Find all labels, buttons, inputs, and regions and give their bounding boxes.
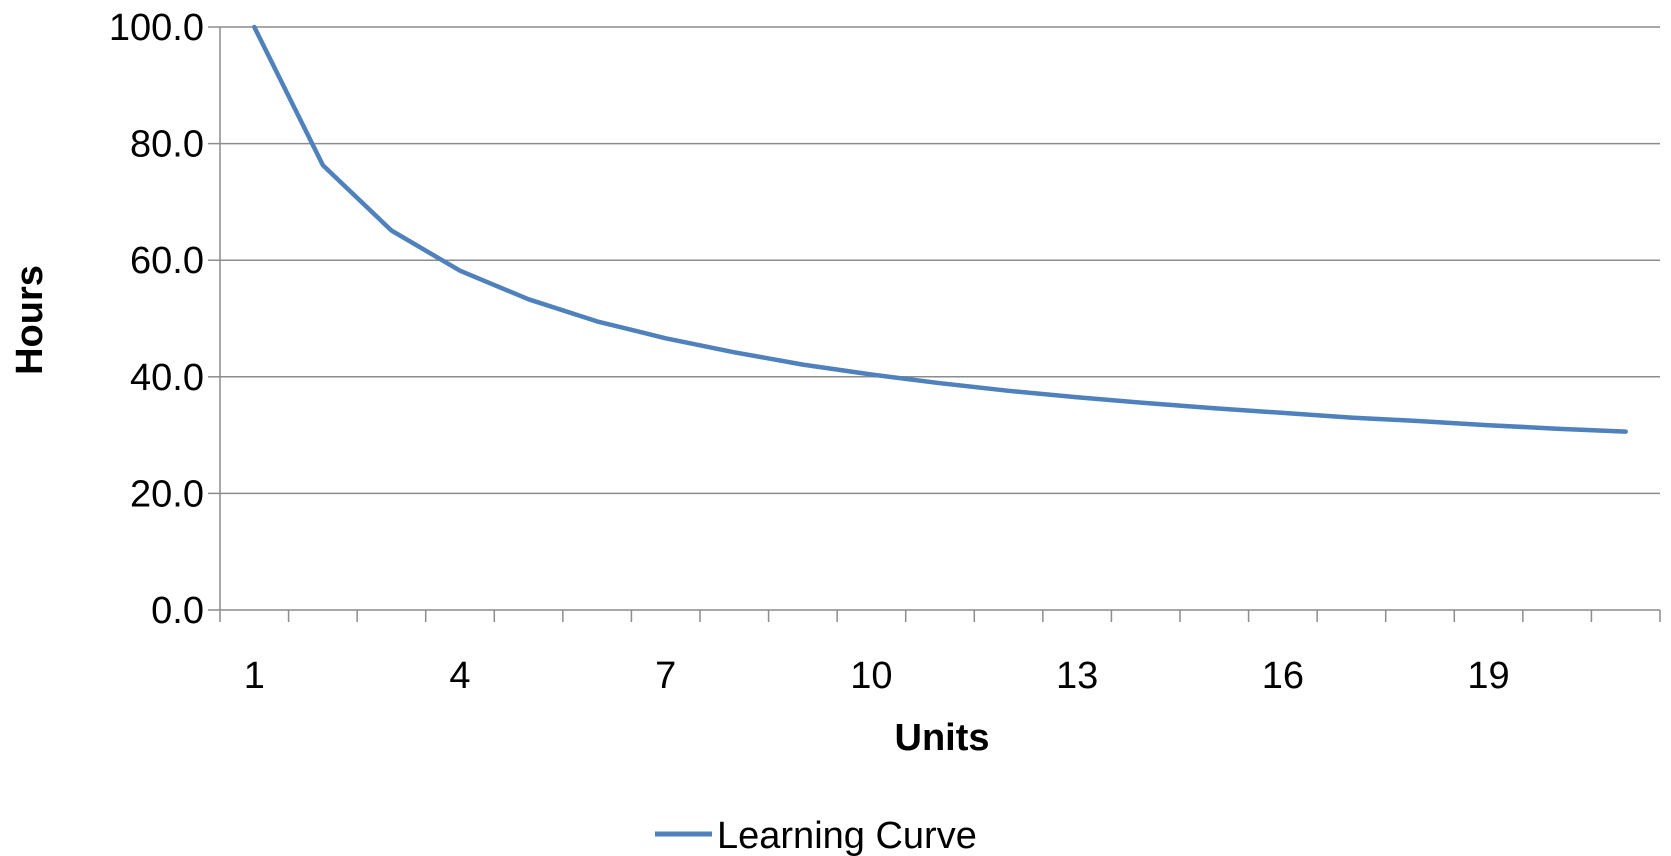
x-tick-label: 4 <box>449 655 470 697</box>
x-tick-label: 10 <box>850 655 892 697</box>
y-tick-label: 40.0 <box>130 357 204 399</box>
grid-lines <box>220 26 1660 495</box>
y-tick-label: 100.0 <box>109 7 204 49</box>
legend-label: Learning Curve <box>717 815 977 856</box>
axes <box>208 26 1661 622</box>
y-tick-label: 60.0 <box>130 240 204 282</box>
y-tick-label: 80.0 <box>130 124 204 166</box>
x-tick-label: 7 <box>655 655 676 697</box>
x-tick-label: 19 <box>1467 655 1509 697</box>
y-tick-label: 0.0 <box>151 590 204 632</box>
tick-labels: 0.0 20.0 40.0 60.0 80.0 100.0 1 4 7 10 13 16 19 <box>109 7 1510 697</box>
y-axis-title: Hours <box>9 265 51 375</box>
series-layer <box>252 24 1628 434</box>
x-axis-title: Units <box>895 717 990 759</box>
y-tick-label: 20.0 <box>130 473 204 515</box>
x-tick-label: 1 <box>244 655 265 697</box>
legend: Learning Curve <box>655 815 977 856</box>
x-tick-label: 16 <box>1262 655 1304 697</box>
x-tick-label: 13 <box>1056 655 1098 697</box>
series-line-learning-curve <box>252 24 1628 434</box>
